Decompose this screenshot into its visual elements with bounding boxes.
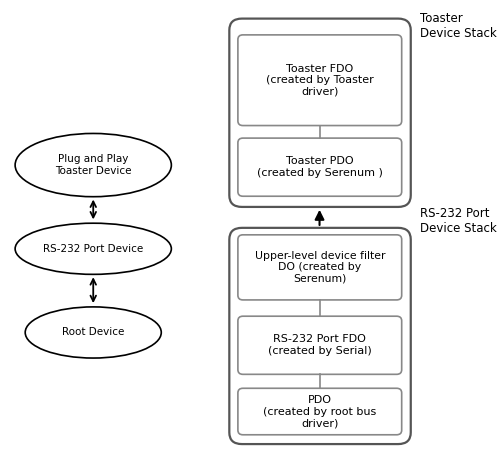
Text: Toaster PDO
(created by Serenum ): Toaster PDO (created by Serenum ) bbox=[257, 156, 383, 178]
Ellipse shape bbox=[15, 223, 171, 274]
FancyBboxPatch shape bbox=[238, 35, 402, 126]
Text: RS-232 Port FDO
(created by Serial): RS-232 Port FDO (created by Serial) bbox=[268, 334, 371, 356]
Text: RS-232 Port
Device Stack: RS-232 Port Device Stack bbox=[420, 207, 496, 235]
FancyBboxPatch shape bbox=[238, 138, 402, 196]
FancyBboxPatch shape bbox=[238, 235, 402, 300]
FancyBboxPatch shape bbox=[229, 228, 411, 444]
Text: Toaster FDO
(created by Toaster
driver): Toaster FDO (created by Toaster driver) bbox=[266, 64, 373, 97]
Text: Toaster
Device Stack: Toaster Device Stack bbox=[420, 12, 496, 40]
Ellipse shape bbox=[15, 133, 171, 197]
FancyBboxPatch shape bbox=[238, 388, 402, 435]
Text: Upper-level device filter
DO (created by
Serenum): Upper-level device filter DO (created by… bbox=[255, 251, 385, 284]
Text: Plug and Play
Toaster Device: Plug and Play Toaster Device bbox=[55, 154, 132, 176]
FancyBboxPatch shape bbox=[229, 19, 411, 207]
FancyBboxPatch shape bbox=[238, 316, 402, 374]
Text: PDO
(created by root bus
driver): PDO (created by root bus driver) bbox=[263, 395, 376, 428]
Ellipse shape bbox=[25, 307, 161, 358]
Text: Root Device: Root Device bbox=[62, 327, 124, 338]
Text: RS-232 Port Device: RS-232 Port Device bbox=[43, 244, 143, 254]
